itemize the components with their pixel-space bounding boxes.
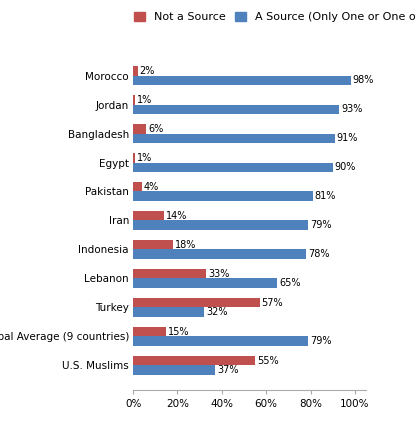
Bar <box>133 327 166 336</box>
Bar <box>133 269 206 279</box>
Text: 6%: 6% <box>148 124 163 134</box>
Text: 15%: 15% <box>168 327 190 337</box>
Bar <box>133 220 308 230</box>
Bar <box>133 105 339 114</box>
Text: 90%: 90% <box>334 162 356 172</box>
Bar <box>133 66 138 75</box>
Text: 33%: 33% <box>208 269 230 279</box>
Bar <box>133 124 146 134</box>
Bar <box>133 95 135 105</box>
Bar <box>133 182 142 192</box>
Text: 79%: 79% <box>310 220 332 230</box>
Text: 91%: 91% <box>337 133 358 143</box>
Text: 1%: 1% <box>137 153 152 163</box>
Bar <box>133 240 173 249</box>
Text: 14%: 14% <box>166 211 187 221</box>
Bar <box>133 307 204 317</box>
Bar <box>133 192 313 201</box>
Text: 98%: 98% <box>352 75 374 85</box>
Text: 81%: 81% <box>314 191 336 201</box>
Bar <box>133 153 135 162</box>
Bar <box>133 249 306 259</box>
Text: 32%: 32% <box>206 307 228 317</box>
Text: 93%: 93% <box>341 104 363 114</box>
Bar <box>133 75 351 85</box>
Bar <box>133 211 164 220</box>
Bar <box>133 356 255 365</box>
Bar <box>133 298 260 307</box>
Bar <box>133 365 215 375</box>
Text: 78%: 78% <box>308 249 329 259</box>
Text: 65%: 65% <box>279 278 301 288</box>
Text: 18%: 18% <box>175 240 196 250</box>
Bar <box>133 336 308 346</box>
Text: 4%: 4% <box>144 182 159 192</box>
Text: 1%: 1% <box>137 95 152 105</box>
Text: 37%: 37% <box>217 365 238 375</box>
Text: 55%: 55% <box>257 356 279 366</box>
Text: 2%: 2% <box>139 66 155 76</box>
Text: 79%: 79% <box>310 336 332 346</box>
Text: 57%: 57% <box>261 298 283 308</box>
Bar <box>133 279 277 288</box>
Legend: Not a Source, A Source (Only One or One of Many): Not a Source, A Source (Only One or One … <box>134 12 416 22</box>
Bar <box>133 162 333 172</box>
Bar <box>133 134 335 143</box>
